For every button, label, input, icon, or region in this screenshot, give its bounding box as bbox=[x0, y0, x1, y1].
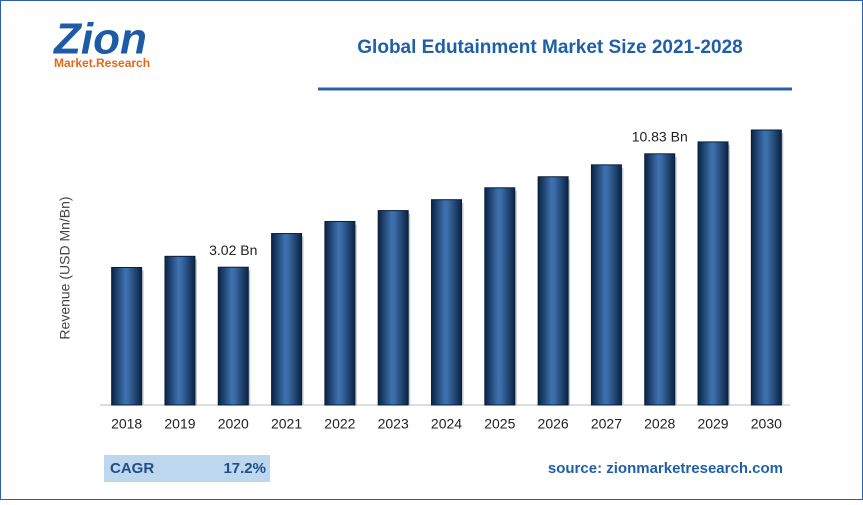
bar bbox=[590, 164, 622, 406]
logo-name: Zion bbox=[52, 15, 147, 64]
bar bbox=[217, 266, 249, 406]
x-tick-label: 2023 bbox=[378, 416, 409, 432]
bar bbox=[271, 233, 303, 406]
bar bbox=[537, 176, 569, 406]
chart-title: Global Edutainment Market Size 2021-2028 bbox=[357, 37, 742, 58]
data-label: 3.02 Bn bbox=[209, 242, 257, 258]
bar bbox=[164, 255, 196, 406]
bar bbox=[431, 199, 462, 406]
x-tick-label: 2019 bbox=[164, 416, 195, 432]
x-tick-label: 2027 bbox=[591, 416, 622, 432]
bar bbox=[750, 129, 782, 406]
cagr-value: 17.2% bbox=[223, 460, 266, 477]
x-tick-label: 2025 bbox=[484, 416, 515, 432]
data-label: 10.83 Bn bbox=[632, 129, 688, 145]
logo-tagline: Market.Research bbox=[54, 56, 150, 70]
bar bbox=[644, 153, 676, 406]
bar bbox=[484, 187, 516, 406]
cagr-label: CAGR bbox=[110, 460, 154, 477]
x-tick-label: 2026 bbox=[538, 416, 569, 432]
x-tick-label: 2024 bbox=[431, 416, 462, 432]
x-tick-label: 2022 bbox=[324, 416, 355, 432]
x-tick-label: 2020 bbox=[218, 416, 249, 432]
x-tick-label: 2029 bbox=[697, 416, 728, 432]
bar bbox=[377, 210, 409, 406]
cagr-box bbox=[104, 455, 270, 482]
x-tick-label: 2021 bbox=[271, 416, 302, 432]
bar bbox=[697, 141, 729, 406]
x-tick-label: 2018 bbox=[111, 416, 142, 432]
y-axis-label: Revenue (USD Mn/Bn) bbox=[57, 196, 73, 339]
x-tick-label: 2028 bbox=[644, 416, 675, 432]
bar bbox=[111, 267, 143, 406]
bar bbox=[324, 220, 356, 406]
x-tick-label: 2030 bbox=[751, 416, 782, 432]
source: source: zionmarketresearch.com bbox=[548, 460, 783, 477]
